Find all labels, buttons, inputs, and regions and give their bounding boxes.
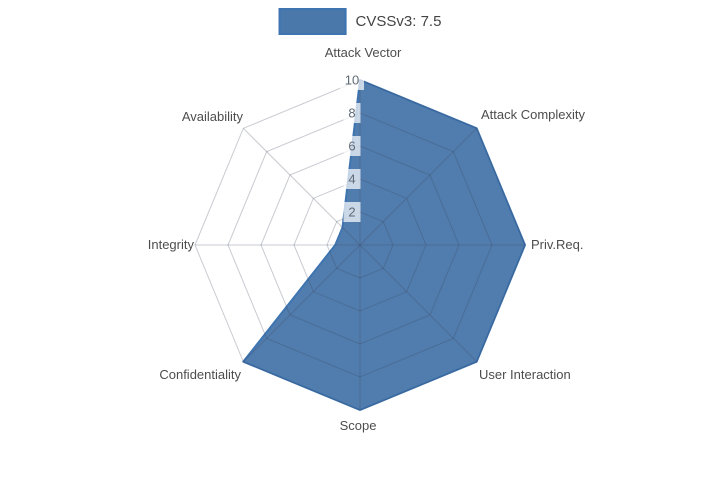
radar-axis-label: Priv.Req. <box>531 237 584 252</box>
radar-axis-label: Integrity <box>148 237 195 252</box>
radar-tick-label: 8 <box>348 106 355 121</box>
radar-axis-label: User Interaction <box>479 367 571 382</box>
radar-grid-ring <box>260 145 460 345</box>
radar-grid-ring <box>227 112 493 378</box>
radar-grid-ring <box>293 178 427 312</box>
radar-tick-label: 6 <box>348 139 355 154</box>
radar-grid-ring <box>326 211 394 279</box>
radar-axis-label: Scope <box>340 418 377 433</box>
radar-spoke <box>242 127 361 246</box>
radar-tick-box <box>343 169 361 189</box>
radar-tick-box <box>340 70 364 90</box>
legend-label: CVSSv3: 7.5 <box>355 13 442 30</box>
radar-spoke <box>359 244 478 363</box>
radar-axis-label: Attack Complexity <box>481 107 586 122</box>
radar-axis-label: Confidentiality <box>159 367 241 382</box>
radar-tick-box <box>343 103 361 123</box>
radar-axis-label: Attack Vector <box>325 45 402 60</box>
radar-spoke <box>242 244 361 363</box>
radar-data-polygon <box>242 79 526 411</box>
radar-tick-label: 2 <box>348 205 355 220</box>
radar-tick-box <box>343 136 361 156</box>
radar-axis-label: Availability <box>182 109 244 124</box>
legend-swatch <box>278 8 347 35</box>
radar-spoke <box>359 127 478 246</box>
radar-tick-box <box>343 202 361 222</box>
legend[interactable]: CVSSv3: 7.5 <box>278 8 442 35</box>
radar-grid-ring <box>194 79 526 411</box>
radar-tick-label: 10 <box>345 73 359 88</box>
radar-tick-label: 4 <box>348 172 355 187</box>
